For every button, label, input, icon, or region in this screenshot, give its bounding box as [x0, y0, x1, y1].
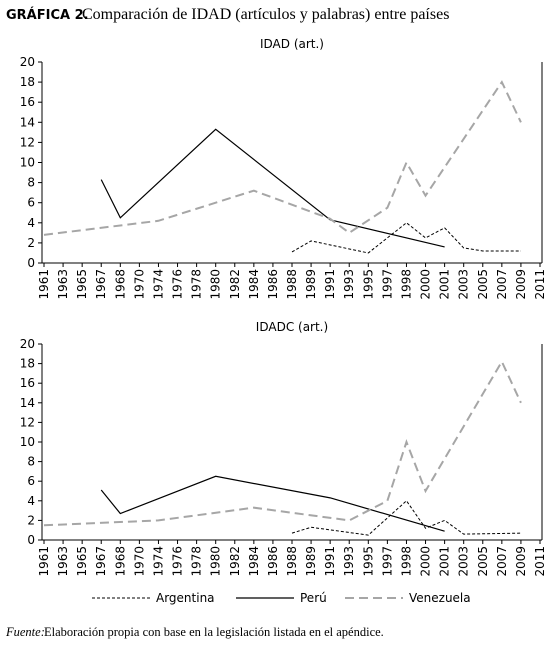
y-tick-label: 20: [20, 337, 35, 351]
series-line: [291, 222, 521, 254]
y-tick-label: 6: [27, 474, 35, 488]
x-tick-label: 1965: [75, 269, 89, 300]
legend-label: Argentina: [156, 591, 215, 605]
x-tick-label: 1976: [171, 269, 185, 300]
x-tick-label: 1978: [190, 546, 204, 577]
x-tick-label: 1980: [209, 546, 223, 577]
x-tick-label: 1968: [113, 269, 127, 300]
series-line: [43, 80, 522, 236]
source-text: Elaboración propia con base en la legisl…: [44, 625, 384, 639]
x-tick-label: 1970: [132, 269, 146, 300]
x-tick-label: 2011: [533, 269, 547, 300]
x-tick-label: 1991: [323, 269, 337, 300]
y-tick-label: 8: [27, 176, 35, 190]
x-tick-label: 1982: [228, 546, 242, 577]
x-tick-label: 1998: [399, 546, 413, 577]
y-tick-label: 10: [20, 156, 35, 170]
y-tick-label: 10: [20, 435, 35, 449]
source-label: Fuente:: [5, 625, 45, 639]
x-tick-label: 1986: [266, 546, 280, 577]
x-tick-label: 2011: [533, 546, 547, 577]
y-tick-label: 0: [27, 533, 35, 547]
y-tick-label: 14: [20, 115, 35, 129]
x-tick-label: 2001: [438, 546, 452, 577]
y-tick-label: 16: [20, 95, 35, 109]
y-tick-label: 20: [20, 55, 35, 69]
x-tick-label: 1989: [304, 269, 318, 300]
x-tick-label: 1984: [247, 546, 261, 577]
x-tick-label: 1978: [190, 269, 204, 300]
series-line: [100, 128, 445, 248]
x-tick-label: 1968: [113, 546, 127, 577]
x-tick-label: 2003: [457, 269, 471, 300]
chart-title: IDAD (art.): [260, 37, 324, 51]
x-tick-label: 1967: [94, 546, 108, 577]
x-tick-label: 1965: [75, 546, 89, 577]
x-tick-label: 1988: [285, 269, 299, 300]
x-tick-label: 1963: [56, 546, 70, 577]
x-tick-label: 1970: [132, 546, 146, 577]
x-tick-label: 2007: [495, 546, 509, 577]
y-tick-label: 8: [27, 455, 35, 469]
y-tick-label: 18: [20, 357, 35, 371]
x-tick-label: 1991: [323, 546, 337, 577]
x-tick-label: 1993: [342, 269, 356, 300]
x-tick-label: 2000: [419, 546, 433, 577]
x-tick-label: 1988: [285, 546, 299, 577]
x-tick-label: 1995: [361, 269, 375, 300]
x-tick-label: 1980: [209, 269, 223, 300]
x-tick-label: 1976: [171, 546, 185, 577]
x-tick-label: 2009: [514, 546, 528, 577]
x-tick-label: 2001: [438, 269, 452, 300]
y-tick-label: 6: [27, 196, 35, 210]
x-tick-label: 1967: [94, 269, 108, 300]
x-tick-label: 1997: [380, 269, 394, 300]
y-tick-label: 16: [20, 376, 35, 390]
x-tick-label: 1995: [361, 546, 375, 577]
x-tick-label: 2003: [457, 546, 471, 577]
y-tick-label: 4: [27, 494, 35, 508]
y-tick-label: 4: [27, 216, 35, 230]
series-line: [43, 359, 522, 527]
y-tick-label: 12: [20, 135, 35, 149]
figure-label: GRÁFICA 2.: [6, 7, 89, 23]
x-tick-label: 2005: [476, 546, 490, 577]
x-tick-label: 1993: [342, 546, 356, 577]
y-tick-label: 0: [27, 256, 35, 270]
x-tick-label: 2007: [495, 269, 509, 300]
x-tick-label: 2000: [419, 269, 433, 300]
x-tick-label: 1974: [151, 269, 165, 300]
y-tick-label: 2: [27, 236, 35, 250]
x-tick-label: 1997: [380, 546, 394, 577]
x-tick-label: 1986: [266, 269, 280, 300]
x-tick-label: 1998: [399, 269, 413, 300]
y-tick-label: 2: [27, 513, 35, 527]
legend-label: Venezuela: [409, 591, 471, 605]
y-tick-label: 14: [20, 396, 35, 410]
chart-title: IDADC (art.): [256, 320, 328, 334]
x-tick-label: 1961: [37, 546, 51, 577]
series-line: [291, 500, 521, 536]
x-tick-label: 2005: [476, 269, 490, 300]
x-tick-label: 1984: [247, 269, 261, 300]
y-tick-label: 18: [20, 75, 35, 89]
x-tick-label: 1974: [151, 546, 165, 577]
x-tick-label: 1982: [228, 269, 242, 300]
series-line: [100, 475, 445, 532]
x-tick-label: 1963: [56, 269, 70, 300]
x-tick-label: 1989: [304, 546, 318, 577]
x-tick-label: 1961: [37, 269, 51, 300]
y-tick-label: 12: [20, 415, 35, 429]
legend-label: Perú: [300, 591, 327, 605]
x-tick-label: 2009: [514, 269, 528, 300]
figure-title: Comparación de IDAD (artículos y palabra…: [82, 6, 449, 23]
